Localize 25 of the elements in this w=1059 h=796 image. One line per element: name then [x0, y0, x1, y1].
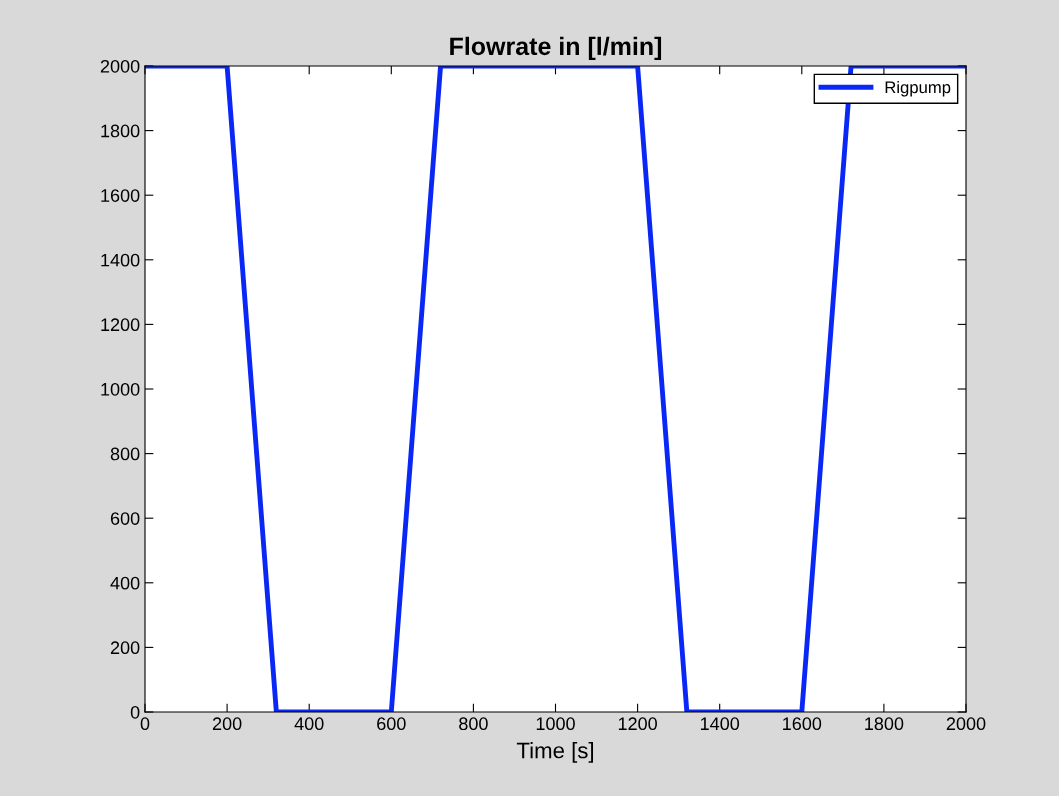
- x-tick-label: 1800: [865, 717, 904, 731]
- x-tick-label: 1000: [536, 717, 575, 731]
- y-tick-label: 0: [130, 705, 140, 719]
- x-axis-title: Time [s]: [516, 742, 594, 763]
- x-tick-label: 400: [294, 717, 324, 731]
- y-tick-label: 200: [110, 641, 140, 655]
- y-tick-label: 800: [110, 447, 140, 461]
- x-tick-label: 1400: [701, 717, 740, 731]
- y-tick-label: 1600: [101, 189, 140, 202]
- legend-label: Rigpump: [885, 81, 951, 97]
- x-tick-label: 1600: [783, 717, 822, 731]
- y-tick-label: 600: [110, 512, 140, 525]
- y-tick-label: 1200: [101, 318, 140, 332]
- y-tick-label: 2000: [100, 59, 140, 73]
- y-tick-label: 1400: [101, 253, 140, 267]
- x-tick-label: 600: [377, 717, 406, 731]
- y-tick-label: 400: [110, 576, 140, 590]
- y-tick-label: 1800: [101, 124, 140, 138]
- x-tick-label: 0: [140, 717, 150, 731]
- y-tick-label: 1000: [101, 382, 140, 396]
- x-tick-label: 800: [459, 717, 488, 731]
- x-tick-label: 1200: [618, 717, 657, 731]
- x-tick-label: 200: [212, 717, 242, 731]
- chart-title: Flowrate in [l/min]: [450, 36, 662, 61]
- x-tick-label: 2000: [946, 717, 986, 731]
